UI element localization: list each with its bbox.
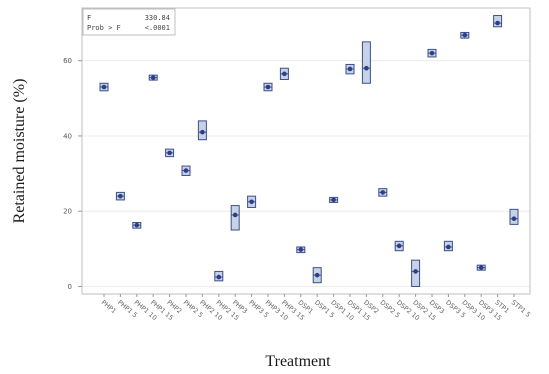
mean-marker <box>347 66 353 72</box>
mean-marker <box>134 222 140 228</box>
box-group <box>411 259 421 287</box>
mean-marker <box>495 20 500 26</box>
y-axis-label: Retained moisture (%) <box>11 79 28 224</box>
box-group <box>247 195 257 208</box>
mean-marker <box>413 269 418 274</box>
box-group <box>115 191 125 201</box>
mean-marker <box>380 190 386 195</box>
box-group <box>460 31 470 39</box>
box-group <box>493 15 503 28</box>
stats-box-frame <box>82 8 176 36</box>
y-tick-label: 60 <box>63 57 72 65</box>
mean-marker <box>331 197 336 203</box>
box-group <box>214 270 224 282</box>
box-group <box>361 41 371 84</box>
stats-box: F 330.84 Prob > F <.0001 <box>82 8 176 36</box>
box-group <box>378 188 388 197</box>
mean-marker <box>150 75 156 80</box>
gridlines <box>82 60 530 287</box>
mean-marker <box>167 150 172 156</box>
y-axis-ticks: 0 20 40 60 <box>63 57 82 291</box>
stats-value: <.0001 <box>145 24 170 32</box>
x-tick-label: PHP1 <box>100 298 118 315</box>
box-group <box>148 74 158 81</box>
box-group <box>263 82 273 92</box>
box-group <box>329 196 339 203</box>
mean-marker <box>118 193 123 199</box>
box-group <box>181 165 191 176</box>
box-group <box>443 240 453 252</box>
x-tick-label: STP1 5 <box>510 298 532 319</box>
box-group <box>279 67 289 80</box>
box-group <box>296 246 306 254</box>
plot-frame <box>81 7 531 295</box>
mean-marker <box>446 244 451 250</box>
box-group <box>312 267 322 284</box>
box-group <box>230 205 240 231</box>
mean-marker <box>298 247 304 252</box>
stats-label: Prob > F <box>87 24 121 32</box>
x-axis-label: Treatment <box>265 353 331 370</box>
mean-marker <box>429 50 435 56</box>
mean-marker <box>478 265 484 270</box>
mean-marker <box>265 84 271 90</box>
mean-marker <box>396 243 402 249</box>
stats-label: F <box>87 14 91 22</box>
box-series <box>99 15 519 287</box>
y-tick-label: 40 <box>63 132 72 140</box>
box <box>230 205 240 231</box>
mean-marker <box>101 84 107 90</box>
box-group <box>99 82 109 92</box>
y-tick-label: 20 <box>63 208 72 216</box>
box-group <box>394 240 404 252</box>
box-group <box>427 48 437 58</box>
mean-marker <box>314 272 320 278</box>
box-group <box>345 63 355 75</box>
mean-marker <box>364 65 369 71</box>
box-group <box>132 222 142 229</box>
mean-marker <box>511 216 517 222</box>
box <box>361 41 371 84</box>
box-group <box>476 264 486 271</box>
mean-marker <box>183 168 189 173</box>
mean-marker <box>462 32 468 38</box>
mean-marker <box>282 71 287 77</box>
mean-marker <box>232 212 238 218</box>
box-group <box>197 120 207 141</box>
box-group <box>165 148 175 158</box>
mean-marker <box>249 199 254 205</box>
stats-value: 330.84 <box>145 14 170 22</box>
y-tick-label: 0 <box>68 283 72 291</box>
mean-marker <box>216 274 222 280</box>
box-group <box>509 208 519 225</box>
mean-marker <box>200 129 205 135</box>
